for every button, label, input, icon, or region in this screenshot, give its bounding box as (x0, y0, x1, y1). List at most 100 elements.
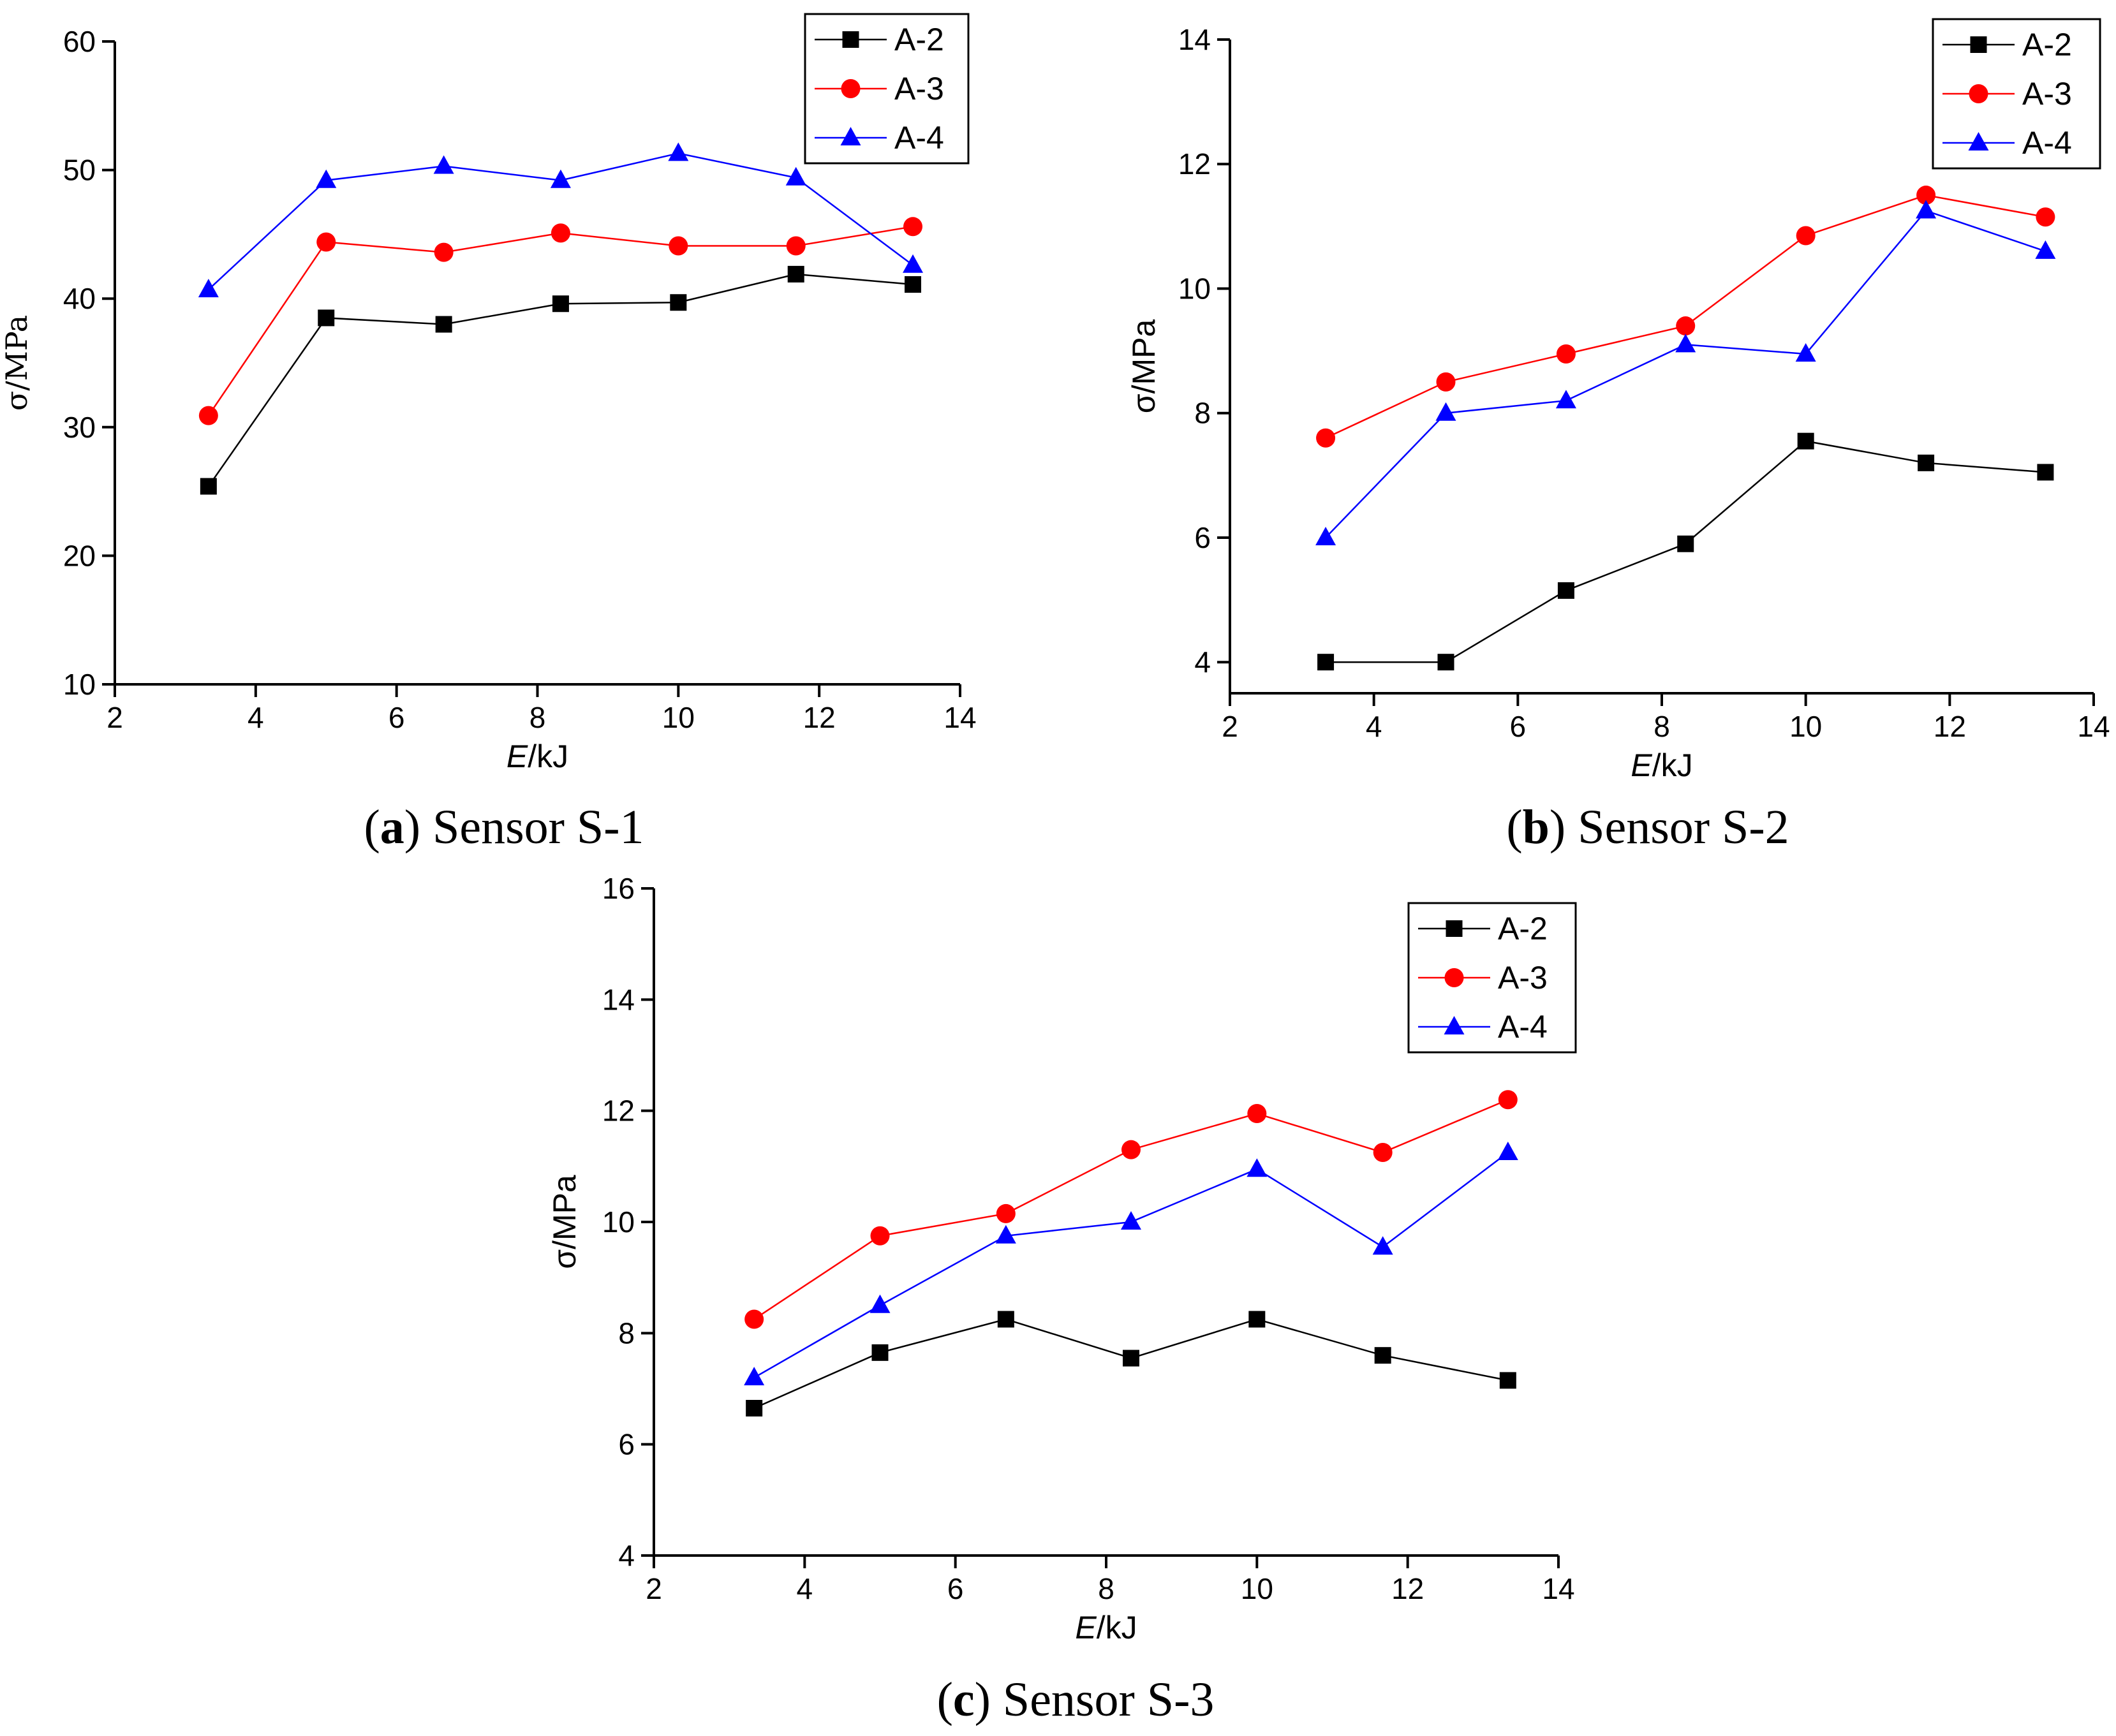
data-point-a-3 (996, 1203, 1016, 1223)
data-point-a-2 (1557, 582, 1574, 599)
y-axis-label: σ/MPa (0, 315, 34, 411)
y-tick-label: 8 (618, 1316, 635, 1350)
x-tick-label: 8 (1654, 710, 1670, 743)
x-axis-label: E/kJ (1075, 1610, 1137, 1645)
data-point-a-2 (905, 276, 922, 293)
data-point-a-3 (1436, 372, 1456, 392)
data-point-a-2 (318, 309, 335, 327)
data-point-a-4 (668, 142, 689, 161)
legend-label: A-4 (2022, 125, 2072, 161)
legend-marker (1969, 84, 1988, 103)
legend-label: A-2 (2022, 27, 2072, 63)
caption-letter: b (1523, 800, 1550, 854)
data-point-a-4 (1795, 342, 1816, 362)
y-tick-label: 8 (1194, 397, 1211, 430)
legend: A-2 A-3 A-4 (1407, 902, 1577, 1054)
legend-marker (1970, 36, 1987, 53)
y-tick-label: 12 (602, 1094, 635, 1128)
legend-label: A-2 (894, 22, 944, 57)
y-tick-label: 4 (618, 1539, 635, 1572)
data-point-a-4 (433, 155, 454, 174)
legend-label: A-3 (894, 71, 944, 107)
x-tick-label: 10 (1789, 710, 1822, 743)
legend-marker (1446, 920, 1463, 937)
x-axis-label-symbol: E (1631, 747, 1652, 783)
series-line-a-3 (207, 226, 914, 416)
data-point-a-4 (1916, 200, 1937, 219)
data-point-a-4 (2035, 240, 2056, 259)
data-point-a-3 (1247, 1104, 1267, 1124)
x-tick-label: 14 (1542, 1572, 1574, 1605)
legend: A-2 A-3 A-4 (804, 13, 970, 165)
legend-marker (841, 79, 861, 98)
y-tick-label: 30 (63, 411, 96, 444)
data-point-a-2 (552, 295, 569, 313)
x-tick-label: 12 (1391, 1572, 1424, 1605)
series-line-a-4 (1325, 209, 2046, 538)
y-tick-label: 14 (1178, 23, 1211, 56)
legend-marker (1444, 1016, 1465, 1034)
legend-marker (1444, 968, 1464, 987)
data-point-a-2 (1677, 535, 1694, 552)
data-point-a-3 (1373, 1143, 1393, 1163)
y-tick-label: 4 (1194, 645, 1211, 679)
data-point-a-3 (903, 217, 923, 237)
data-point-a-3 (870, 1226, 890, 1246)
data-point-a-2 (2037, 464, 2054, 481)
y-tick-label: 14 (602, 983, 635, 1016)
data-point-a-2 (670, 294, 687, 311)
data-point-a-4 (1120, 1211, 1141, 1230)
x-tick-label: 8 (529, 701, 546, 734)
x-axis-label-symbol: E (1075, 1610, 1097, 1645)
legend-label: A-3 (1498, 960, 1548, 996)
data-point-a-2 (787, 265, 804, 283)
x-tick-label: 12 (1934, 710, 1966, 743)
legend-marker (842, 31, 859, 48)
data-point-a-4 (1497, 1142, 1518, 1161)
y-axis-label: σ/MPa (1126, 320, 1162, 414)
legend-marker (1968, 132, 1989, 151)
y-tick-label: 10 (602, 1205, 635, 1239)
data-point-a-3 (551, 223, 570, 243)
y-tick-label: 20 (63, 539, 96, 572)
data-point-a-3 (198, 406, 218, 425)
data-point-a-2 (1248, 1311, 1266, 1328)
series-line-a-4 (753, 1152, 1509, 1379)
x-tick-label: 2 (646, 1572, 662, 1605)
y-tick-label: 6 (1194, 521, 1211, 554)
data-point-a-3 (434, 242, 454, 262)
y-tick-label: 50 (63, 154, 96, 187)
data-point-a-4 (1675, 334, 1696, 353)
y-tick-label: 16 (602, 872, 635, 905)
data-point-a-3 (744, 1309, 764, 1329)
data-point-a-3 (2036, 207, 2055, 227)
data-point-a-3 (669, 236, 688, 256)
x-tick-label: 14 (943, 701, 976, 734)
data-point-a-3 (786, 236, 806, 256)
data-point-a-4 (1372, 1236, 1393, 1255)
y-tick-label: 10 (1178, 272, 1211, 305)
legend: A-2 A-3 A-4 (1932, 18, 2101, 170)
data-point-a-2 (1374, 1347, 1391, 1364)
y-tick-label: 10 (63, 668, 96, 701)
data-point-a-3 (1121, 1140, 1141, 1159)
data-point-a-4 (869, 1294, 891, 1313)
panel-caption: (c) Sensor S-3 (937, 1673, 1215, 1726)
data-point-a-2 (200, 478, 217, 495)
data-point-a-4 (744, 1367, 765, 1386)
data-point-a-3 (1498, 1090, 1518, 1110)
caption-letter: c (953, 1673, 975, 1726)
x-tick-label: 10 (1241, 1572, 1273, 1605)
data-point-a-2 (871, 1344, 889, 1361)
data-point-a-2 (746, 1400, 763, 1417)
x-tick-label: 4 (797, 1572, 813, 1605)
chart-panel-b: 2 4 6 8 10 12 14468101214E/kJσ/MPaA-2A-3A-4(b)… (1126, 18, 2110, 854)
x-tick-label: 10 (662, 701, 695, 734)
data-point-a-4 (903, 254, 924, 273)
data-point-a-3 (1916, 186, 1936, 205)
legend-marker (840, 127, 861, 145)
caption-text: ) Sensor S-3 (975, 1673, 1215, 1726)
y-tick-label: 60 (63, 25, 96, 58)
x-tick-label: 4 (248, 701, 264, 734)
